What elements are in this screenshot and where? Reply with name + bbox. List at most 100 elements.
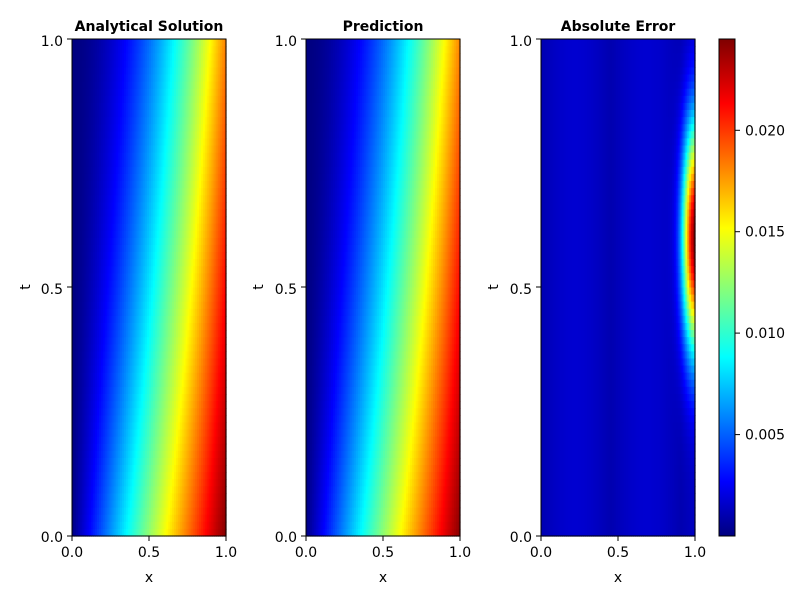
heatmap-cell xyxy=(179,67,183,76)
heatmap-cell xyxy=(135,102,139,111)
heatmap-cell xyxy=(139,67,142,76)
heatmap-cell xyxy=(137,46,140,54)
heatmap-cell xyxy=(199,95,202,104)
heatmap-cell xyxy=(129,67,133,76)
heatmap-cell xyxy=(98,102,102,111)
heatmap-cell xyxy=(102,95,106,104)
heatmap-cell xyxy=(81,74,85,83)
heatmap-cell xyxy=(175,88,179,97)
heatmap-cell xyxy=(104,39,108,47)
heatmap-cell xyxy=(183,46,187,54)
heatmap-cell xyxy=(208,53,212,61)
heatmap-cell xyxy=(210,46,214,54)
heatmap-cell xyxy=(183,81,187,90)
heatmap-cell xyxy=(75,74,79,83)
heatmap-cell xyxy=(220,67,223,76)
heatmap-cell xyxy=(150,81,154,90)
heatmap-cell xyxy=(83,39,87,47)
heatmap-cell xyxy=(116,39,119,47)
heatmap-cell xyxy=(175,95,179,104)
heatmap-cell xyxy=(114,95,117,104)
heatmap-cell xyxy=(139,88,142,97)
heatmap-cell xyxy=(102,88,106,97)
heatmap-cell xyxy=(181,60,185,68)
heatmap-cell xyxy=(200,81,204,90)
heatmap-cell xyxy=(108,67,112,76)
heatmap-cell xyxy=(98,88,102,97)
heatmap-cell xyxy=(83,95,87,104)
heatmap-cell xyxy=(147,74,150,83)
heatmap-cell xyxy=(139,46,142,54)
heatmap-cell xyxy=(131,102,135,111)
heatmap-cell xyxy=(141,81,144,90)
heatmap-cell xyxy=(112,88,115,97)
heatmap-cell xyxy=(98,46,102,54)
heatmap-cell xyxy=(197,39,200,47)
heatmap-cell xyxy=(81,88,85,97)
heatmap-cell xyxy=(125,53,129,61)
heatmap-cell xyxy=(197,88,200,97)
heatmap-cell xyxy=(89,39,92,47)
heatmap-cell xyxy=(152,46,156,54)
heatmap-cell xyxy=(197,60,200,68)
heatmap-cell xyxy=(172,60,175,68)
heatmap-cell xyxy=(197,67,200,76)
heatmap-cell xyxy=(174,60,177,68)
heatmap-cell xyxy=(145,60,148,68)
heatmap-cell xyxy=(135,95,139,104)
heatmap-cell xyxy=(202,53,206,61)
heatmap-cell xyxy=(77,46,81,54)
heatmap-cell xyxy=(185,39,189,47)
heatmap-cell xyxy=(210,67,214,76)
heatmap-cell xyxy=(133,81,137,90)
heatmap-cell xyxy=(166,88,169,97)
heatmap-cell xyxy=(208,74,212,83)
heatmap-cell xyxy=(133,88,137,97)
heatmap-cell xyxy=(104,95,108,104)
heatmap-cell xyxy=(154,67,158,76)
heatmap-cell xyxy=(204,74,208,83)
heatmap-cell xyxy=(158,53,162,61)
heatmap-cell xyxy=(89,46,92,54)
heatmap-cell xyxy=(222,88,225,97)
heatmap-cell xyxy=(145,95,148,104)
heatmap-cell xyxy=(89,53,92,61)
heatmap-cell xyxy=(218,60,221,68)
heatmap-cell xyxy=(174,67,177,76)
heatmap-cell xyxy=(129,102,133,111)
heatmap-cell xyxy=(98,74,102,83)
heatmap-cell xyxy=(108,81,112,90)
heatmap-cell xyxy=(143,60,146,68)
heatmap-cell xyxy=(177,39,181,47)
heatmap-cell xyxy=(110,102,114,111)
heatmap-cell xyxy=(112,60,115,68)
heatmap-cell xyxy=(172,81,175,90)
heatmap-cell xyxy=(147,102,150,111)
heatmap-cell xyxy=(193,60,196,68)
heatmap-cell xyxy=(156,74,160,83)
heatmap-cell xyxy=(200,53,204,61)
heatmap-cell xyxy=(154,74,158,83)
heatmap-cell xyxy=(160,53,164,61)
heatmap-cell xyxy=(170,88,173,97)
heatmap-cell xyxy=(220,39,223,47)
heatmap-cell xyxy=(210,39,214,47)
heatmap-cell xyxy=(77,74,81,83)
heatmap-cell xyxy=(170,95,173,104)
heatmap-cell xyxy=(75,81,79,90)
heatmap-cell xyxy=(170,53,173,61)
heatmap-cell xyxy=(168,81,171,90)
heatmap-cell xyxy=(149,81,152,90)
heatmap-cell xyxy=(158,88,162,97)
heatmap-cell xyxy=(210,88,214,97)
heatmap-cell xyxy=(160,60,164,68)
heatmap-cell xyxy=(100,88,104,97)
heatmap-cell xyxy=(123,39,127,47)
heatmap-cell xyxy=(106,39,110,47)
heatmap-cell xyxy=(166,74,169,83)
heatmap-cell xyxy=(149,88,152,97)
heatmap-cell xyxy=(102,74,106,83)
heatmap-cell xyxy=(91,74,94,83)
heatmap-cell xyxy=(187,88,191,97)
heatmap-cell xyxy=(189,39,192,47)
